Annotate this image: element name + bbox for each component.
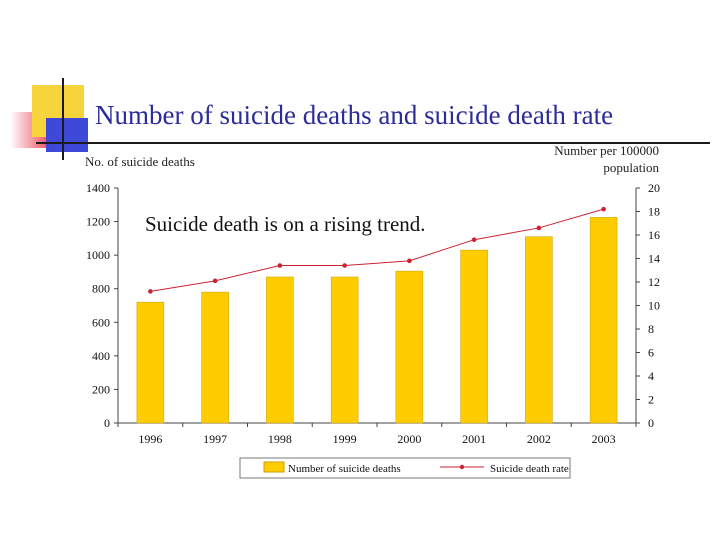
bar-1998 <box>266 276 294 424</box>
left-tick-label: 1200 <box>86 215 110 229</box>
legend-bar-swatch <box>263 461 285 473</box>
left-tick-label: 800 <box>92 282 110 296</box>
x-tick-label: 2001 <box>462 432 486 446</box>
x-tick-label: 1999 <box>333 432 357 446</box>
right-tick-label: 8 <box>648 322 654 336</box>
right-tick-label: 12 <box>648 275 660 289</box>
right-tick-label: 0 <box>648 416 654 430</box>
bar-2002 <box>525 236 553 424</box>
rate-point-1998 <box>277 263 283 268</box>
left-tick-label: 600 <box>92 315 110 329</box>
rate-point-2000 <box>407 258 412 264</box>
right-tick-label: 16 <box>648 228 660 242</box>
right-tick-label: 4 <box>648 369 654 383</box>
decoration-vertical-line <box>62 78 64 160</box>
rate-point-1996 <box>148 289 153 294</box>
right-axis-label-line-1: Number per 100000 <box>554 143 659 158</box>
bar-1999 <box>330 276 359 424</box>
left-axis-label: No. of suicide deaths <box>85 154 195 169</box>
right-tick-label: 2 <box>648 393 654 407</box>
annotation-text: Suicide death is on a rising trend. <box>145 212 426 236</box>
x-tick-label: 1998 <box>268 432 292 446</box>
left-tick-label: 1400 <box>86 181 110 195</box>
right-tick-label: 14 <box>648 252 660 266</box>
right-tick-label: 10 <box>648 299 660 313</box>
legend-frame <box>239 457 571 479</box>
legend: Number of suicide deaths Suicide death r… <box>239 457 571 479</box>
bar-1996 <box>136 301 165 424</box>
x-tick-label: 2002 <box>527 432 551 446</box>
rate-point-1999 <box>342 263 347 268</box>
plot-area: 0 200 400 600 800 1000 1200 1400 0 2 4 6 8 10 12 14 16 18… <box>86 181 660 446</box>
rate-point-2002 <box>536 225 542 231</box>
legend-line-label: Suicide death rate <box>490 463 569 475</box>
left-tick-label: 0 <box>104 416 110 430</box>
left-tick-label: 400 <box>92 349 110 363</box>
right-tick-label: 20 <box>648 181 660 195</box>
slide-title: Number of suicide deaths and suicide dea… <box>95 100 614 130</box>
decoration-blue-square <box>46 118 88 152</box>
right-axis-label-line-2: population <box>603 160 659 175</box>
x-tick-label: 1996 <box>138 432 162 446</box>
rate-line <box>150 208 604 292</box>
rate-point-2001 <box>471 237 477 242</box>
left-tick-label: 200 <box>92 382 110 396</box>
x-tick-label: 2000 <box>397 432 421 446</box>
rate-point-1997 <box>212 278 218 284</box>
rate-point-2003 <box>601 206 606 212</box>
x-tick-label: 2003 <box>592 432 616 446</box>
bar-2001 <box>460 249 488 424</box>
bar-1997 <box>201 291 229 424</box>
left-tick-label: 1000 <box>86 248 110 262</box>
legend-line-marker <box>459 464 465 470</box>
legend-bar-label: Number of suicide deaths <box>288 463 401 475</box>
right-tick-label: 6 <box>648 346 654 360</box>
bar-2000 <box>395 270 424 424</box>
x-tick-label: 1997 <box>203 432 227 446</box>
right-tick-label: 18 <box>648 205 660 219</box>
bar-2003 <box>589 217 618 424</box>
decoration-horizontal-line <box>36 142 710 144</box>
